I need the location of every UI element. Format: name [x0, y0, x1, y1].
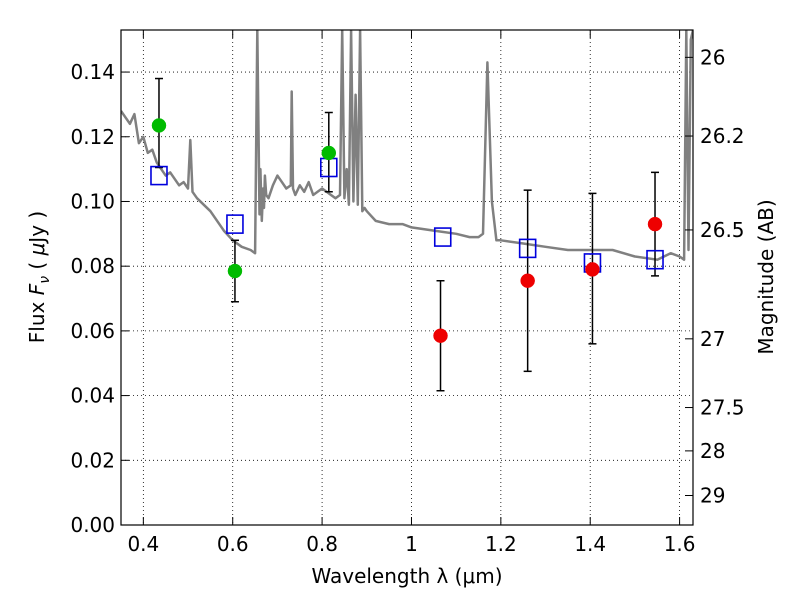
right-tick-label: 26.2 [700, 124, 745, 148]
y-tick-label: 0.02 [70, 448, 115, 472]
observed-flux-point [433, 328, 448, 343]
y-axis-label-part: ( [25, 255, 49, 276]
right-tick-label: 26 [700, 45, 725, 69]
tick-labels: 0.4 0.6 0.8 1 1.2 1.4 1.6 0.00 0.02 0.04 0.06 0.08 0… [70, 45, 744, 556]
model-flux-square [646, 249, 664, 270]
y-tick-label: 0.14 [70, 60, 115, 84]
y-axis-label-part: Jy ) [25, 211, 49, 245]
right-tick-label: 26.5 [700, 218, 745, 242]
y-tick-label: 0.10 [70, 189, 115, 213]
y-axis-label-part: F [25, 283, 49, 295]
y-tick-label: 0.00 [70, 513, 115, 537]
x-tick-label: 1 [405, 532, 418, 556]
model-flux-square [433, 227, 452, 247]
right-tick-label: 28 [700, 439, 725, 463]
x-tick-label: 1.4 [574, 532, 606, 556]
right-axis-label: Magnitude (AB) [754, 199, 778, 354]
grid-lines [121, 30, 693, 526]
right-tick-label: 27 [700, 327, 725, 351]
plot-frame [120, 29, 694, 526]
model-flux-square [226, 214, 244, 234]
right-tick-label: 27.5 [700, 396, 745, 420]
observed-flux-point [151, 118, 167, 133]
y-tick-label: 0.06 [70, 319, 115, 343]
spectrum-line [121, 30, 693, 261]
observed-flux-point [520, 273, 535, 288]
y-axis-label-part: μ [25, 243, 49, 257]
plot-marks [121, 30, 693, 392]
x-tick-label: 0.6 [217, 532, 249, 556]
observed-flux-point [321, 145, 337, 161]
x-tick-label: 0.4 [127, 532, 159, 556]
observed-flux-point [647, 216, 663, 232]
right-tick-label: 29 [700, 483, 725, 507]
x-tick-label: 0.8 [306, 532, 338, 556]
x-tick-label: 1.2 [485, 532, 517, 556]
observed-flux-point [585, 262, 600, 277]
y-tick-label: 0.08 [70, 254, 115, 278]
y-tick-label: 0.12 [70, 125, 115, 149]
x-tick-label: 1.6 [664, 532, 696, 556]
model-flux-square [518, 238, 537, 259]
model-flux-square [150, 165, 168, 186]
y-tick-label: 0.04 [70, 384, 115, 408]
observed-flux-point [227, 263, 243, 279]
x-axis-label: Wavelength λ (μm) [311, 564, 502, 588]
y-axis-label: Flux Fν ( μJy ) [25, 211, 53, 343]
y-axis-label-part: ν [37, 276, 53, 284]
axis-ticks [121, 30, 693, 526]
y-axis-label-part: Flux [25, 295, 49, 343]
